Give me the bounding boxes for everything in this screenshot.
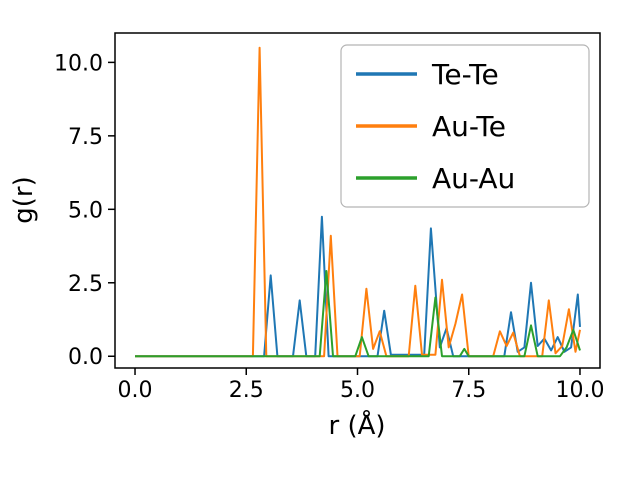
- legend-label-te-te: Te-Te: [431, 58, 499, 91]
- legend: Te-Te Au-Te Au-Au: [340, 44, 590, 208]
- x-tick-label: 7.5: [451, 378, 486, 403]
- series-line-au-te: [135, 46, 581, 358]
- x-axis-label: r (Å): [328, 409, 385, 441]
- x-tick-label: 10.0: [555, 378, 604, 403]
- ticks-layer: 0.0 2.5 5.0 7.5 10.0 0.0 2.5 5.0 7.5 10.0: [54, 51, 604, 403]
- y-tick-label: 10.0: [54, 51, 103, 76]
- x-tick-label: 0.0: [118, 378, 153, 403]
- series-line-au-au: [135, 270, 581, 358]
- legend-label-au-au: Au-Au: [432, 162, 515, 195]
- series-line-te-te: [135, 215, 581, 358]
- y-tick-label: 2.5: [68, 272, 103, 297]
- x-tick-label: 5.0: [340, 378, 375, 403]
- y-axis-label: g(r): [9, 176, 39, 223]
- y-tick-label: 7.5: [68, 125, 103, 150]
- y-tick-label: 0.0: [68, 345, 103, 370]
- x-tick-label: 2.5: [229, 378, 264, 403]
- legend-frame: [340, 44, 590, 208]
- y-tick-label: 5.0: [68, 198, 103, 223]
- legend-label-au-te: Au-Te: [432, 110, 506, 143]
- series-layer: [135, 46, 581, 358]
